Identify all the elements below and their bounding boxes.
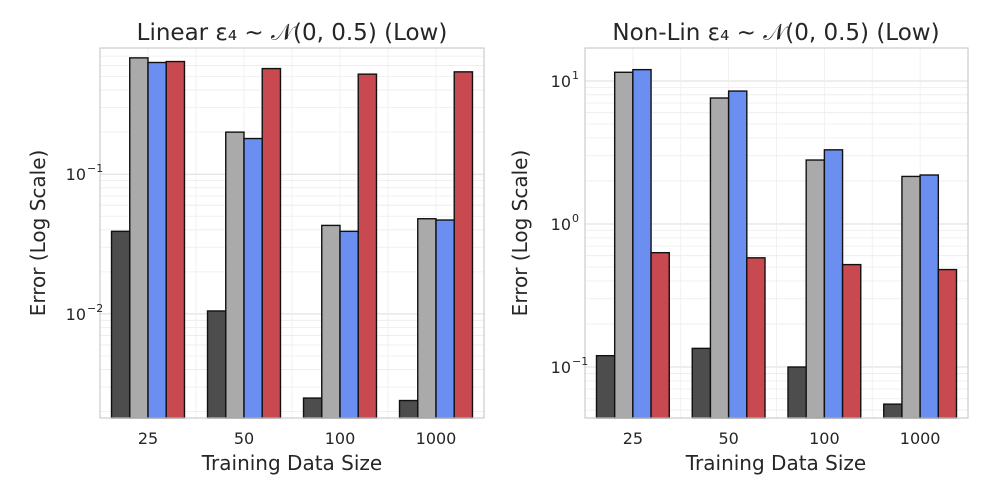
y-tick-exponent: 1: [572, 69, 579, 82]
bar-1-25: [110, 230, 131, 419]
bar-4-25: [650, 251, 670, 419]
x-axis-label: Training Data Size: [685, 451, 866, 475]
bar-2-100: [805, 159, 826, 419]
y-tick-exponent: −1: [87, 162, 103, 175]
bar-1-100: [302, 397, 323, 419]
y-axis-label: Error (Log Scale): [508, 150, 532, 317]
x-tick-label: 1000: [416, 429, 457, 448]
bar-2-50: [225, 131, 245, 419]
bar-1-50: [206, 310, 227, 419]
x-tick-label: 100: [809, 429, 840, 448]
y-tick-exponent: −1: [572, 355, 588, 368]
bar-2-25: [613, 71, 634, 419]
bar-2-50: [709, 97, 730, 419]
y-tick-exponent: 0: [572, 212, 579, 225]
bar-4-1000: [453, 71, 474, 419]
bar-3-1000: [919, 174, 940, 419]
bar-3-50: [727, 90, 748, 419]
x-tick-label: 25: [138, 429, 158, 448]
bar-3-25: [632, 68, 652, 419]
bar-3-100: [823, 149, 844, 419]
y-tick-label: 10: [551, 215, 571, 234]
chart-title: Non-Lin ε₄ ∼ 𝒩(0, 0.5) (Low): [612, 20, 939, 46]
bar-1-100: [787, 366, 807, 419]
bar-4-50: [261, 67, 282, 419]
bar-4-50: [746, 257, 766, 419]
bars: [595, 68, 958, 419]
y-tick-label: 10: [551, 358, 571, 377]
bar-2-100: [321, 224, 341, 419]
y-tick-label: 10: [551, 72, 571, 91]
x-tick-label: 50: [234, 429, 254, 448]
bar-2-1000: [417, 218, 437, 419]
x-tick-label: 25: [623, 429, 643, 448]
bar-2-25: [129, 57, 149, 419]
bar-1-1000: [398, 399, 419, 419]
bar-3-100: [339, 230, 359, 419]
bar-3-50: [243, 137, 263, 419]
bar-2-1000: [901, 175, 921, 419]
x-tick-label: 1000: [900, 429, 941, 448]
axes-frame: [99, 47, 485, 419]
x-axis-label: Training Data Size: [201, 451, 382, 475]
bar-1-1000: [883, 403, 903, 419]
bar-4-100: [357, 73, 378, 419]
y-tick-exponent: −2: [87, 302, 103, 315]
y-tick-label: 10: [66, 305, 86, 324]
bar-4-100: [841, 263, 862, 419]
x-tick-label: 100: [325, 429, 356, 448]
bar-4-1000: [937, 268, 958, 419]
bar-1-25: [595, 354, 616, 419]
chart-title: Linear ε₄ ∼ 𝒩(0, 0.5) (Low): [137, 20, 448, 46]
bar-1-50: [691, 347, 712, 419]
y-axis-label: Error (Log Scale): [26, 150, 50, 317]
bar-4-25: [165, 60, 186, 419]
x-tick-label: 50: [718, 429, 738, 448]
y-tick-label: 10: [66, 165, 86, 184]
bar-3-25: [147, 61, 167, 419]
bar-3-1000: [435, 219, 455, 419]
axes-frame: [584, 47, 969, 419]
bars: [110, 57, 474, 419]
